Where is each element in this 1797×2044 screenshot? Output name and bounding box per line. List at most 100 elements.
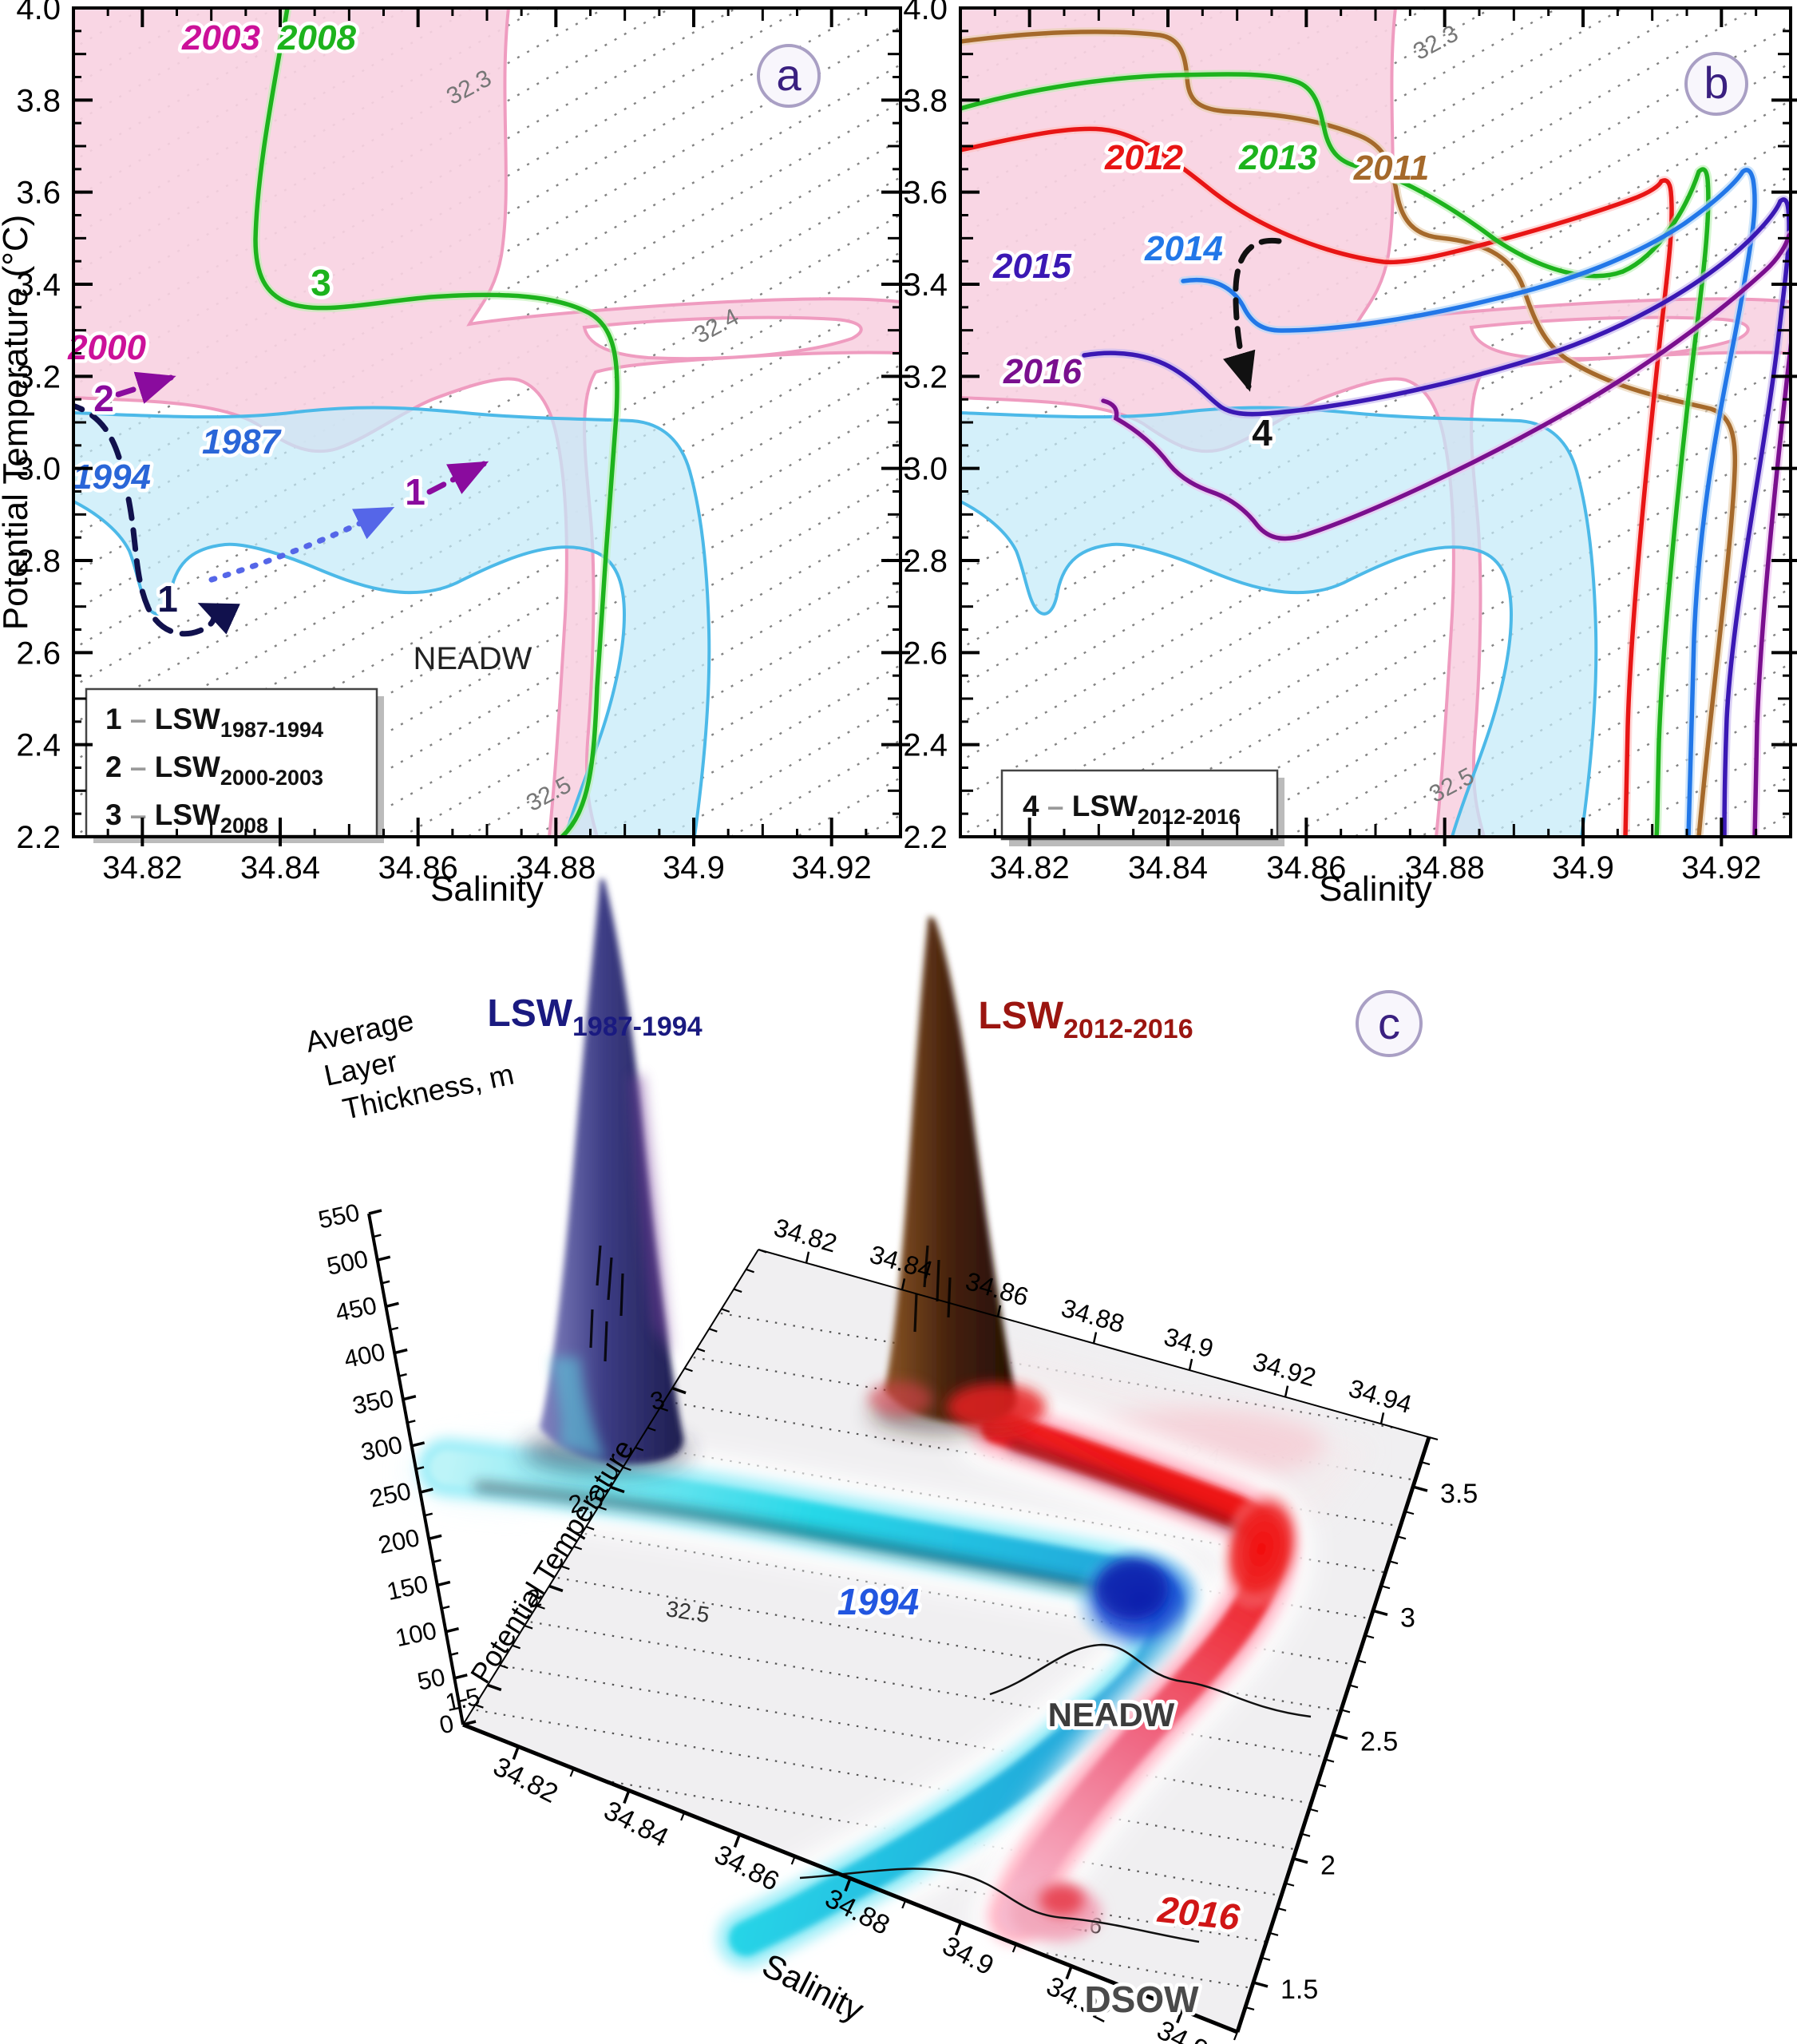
right-temp-minor [1356, 1659, 1367, 1664]
z-tick-label: 550 [316, 1198, 362, 1234]
z-tick [462, 1720, 477, 1726]
front-sal-minor [680, 1812, 686, 1821]
right-temp-minor [1380, 1585, 1391, 1590]
left-temp-minor [487, 1684, 497, 1689]
left-temp-minor [598, 1506, 607, 1511]
left-temp-minor [524, 1625, 533, 1630]
back-sal-tick-label: 34.88 [1059, 1293, 1128, 1339]
right-temp-minor [1340, 1709, 1351, 1713]
curve-2008 [253, 8, 619, 837]
x-tick-labels-a: 34.82 34.84 34.86 34.88 34.9 34.92 [102, 850, 871, 885]
x-tick-label: 34.84 [1128, 850, 1208, 885]
right-temp-minor [1316, 1783, 1327, 1788]
left-temp-minor [610, 1486, 619, 1491]
z-minor-tick [441, 1605, 450, 1610]
z-minor-tick [415, 1466, 425, 1471]
right-temp-minor [1388, 1560, 1399, 1565]
spike-lsw-1987-1994 [523, 878, 691, 1474]
z-tick [419, 1487, 433, 1494]
z-tick [368, 1209, 382, 1215]
label-lsw-2012-2016: LSW2012-2016 [978, 995, 1193, 1044]
front-sal-minor [1122, 1987, 1128, 1997]
left-temp-minor [512, 1644, 521, 1650]
panel-badge-b: b [1684, 52, 1748, 116]
z-tick [437, 1580, 451, 1587]
left-temp-minor [746, 1268, 754, 1274]
left-temp-minor [475, 1704, 484, 1709]
x-tick-label: 34.82 [990, 850, 1070, 885]
y-tick-labels-a: 4.0 3.8 3.6 3.4 3.2 3.0 2.8 2.6 2.4 2.2 [16, 0, 61, 855]
label-marker-4: 4 [1252, 412, 1273, 454]
right-temp-minor [1277, 1907, 1287, 1911]
curve-2011 [960, 30, 1738, 837]
svg-text:Average Layer Thic: Average Layer Thickness, m [303, 986, 517, 1131]
floor-isopycnal-dotted [463, 1507, 1429, 1686]
svg-text:a: a [776, 50, 802, 100]
z-tick [453, 1674, 468, 1680]
back-sal-tick [996, 1305, 1002, 1317]
left-temp-minor [573, 1545, 583, 1551]
y-tick-label: 4.0 [903, 0, 948, 26]
z-tick [445, 1626, 459, 1634]
front-sal-tick [954, 1921, 963, 1936]
legend-b-4-num: 4 [1023, 790, 1039, 822]
right-temp-minor [1300, 1832, 1311, 1837]
label-marker-2: 2 [93, 378, 114, 419]
left-temp-minor [585, 1526, 595, 1531]
z-tick-label: 400 [342, 1337, 388, 1373]
y-tick-label: 2.2 [903, 820, 948, 855]
right-temp-minor [1324, 1758, 1335, 1763]
x-tick-label: 34.88 [516, 850, 596, 885]
y-tick-label: 3.0 [903, 452, 948, 487]
front-sal-minor [1233, 2031, 1239, 2041]
right-temp-tick-label: 3.5 [1440, 1479, 1478, 1509]
left-temp-minor [560, 1565, 570, 1571]
x-tick-label: 34.84 [240, 850, 320, 885]
ridge-2016 [954, 1384, 1313, 1960]
label-2016-ridge: 2016 [1155, 1888, 1242, 1939]
left-temp-minor [758, 1248, 767, 1254]
left-temp-minor [623, 1466, 631, 1472]
y-tick-label: 3.4 [16, 267, 61, 303]
right-temp-minor [1332, 1733, 1343, 1738]
y-tick-label: 2.4 [16, 728, 61, 763]
z-minor-tick [390, 1326, 399, 1331]
curve-2013 [960, 72, 1711, 837]
z-tick-label: 500 [324, 1245, 370, 1281]
panel-c: 32.4 32.5 32.6 [303, 878, 1478, 2044]
right-temp-tick-label: 2 [1320, 1851, 1336, 1881]
label-2013: 2013 [1238, 138, 1317, 177]
y-tick-label: 3.6 [903, 176, 948, 211]
right-temp-minor [1308, 1808, 1319, 1812]
isopycnal-dotted [1221, 512, 1791, 837]
spike-hatching [589, 1245, 624, 1362]
back-sal-tick [805, 1251, 810, 1264]
front-sal-minor [790, 1856, 796, 1865]
isopycnal-dotted [1154, 474, 1791, 837]
y-tick-label: 2.2 [16, 820, 61, 855]
arrow-lsw-shift-purple-1 [426, 461, 489, 495]
back-sal-tick-label: 34.82 [771, 1213, 841, 1258]
x-tick-label: 34.9 [1552, 850, 1614, 885]
svg-text:4 – LSW2012-2016: 4 – LSW2012-2016 [1023, 790, 1241, 829]
back-sal-tick [1188, 1358, 1193, 1371]
spike-lsw-2012-2016 [869, 917, 1046, 1434]
right-temp-minor [1245, 2006, 1255, 2011]
right-temp-minor [1396, 1535, 1407, 1540]
z-tick [402, 1395, 417, 1401]
back-sal-tick-label: 34.94 [1346, 1373, 1415, 1419]
z-minor-tick [373, 1234, 382, 1238]
svg-text:2 – LSW2000-2003: 2 – LSW2000-2003 [105, 751, 323, 790]
x-tick-label: 34.82 [102, 850, 182, 885]
legend-a: 1 – LSW1987-1994 2 – LSW2000-2003 3 – LS… [85, 687, 384, 843]
front-sal-tick [1065, 1965, 1073, 1980]
z-tick-label: 350 [350, 1384, 396, 1420]
back-sal-tick [1284, 1385, 1289, 1397]
curve-2015 [1082, 197, 1791, 837]
right-temp-tick-label: 1.5 [1280, 1975, 1318, 2005]
curve-2016 [1101, 232, 1791, 837]
label-lsw-1987-1994: LSW1987-1994 [487, 992, 702, 1042]
z-tick-label: 200 [376, 1523, 422, 1559]
floor-isopycnal-dotted [463, 1555, 1429, 1734]
y-tick-label: 3.8 [903, 83, 948, 118]
